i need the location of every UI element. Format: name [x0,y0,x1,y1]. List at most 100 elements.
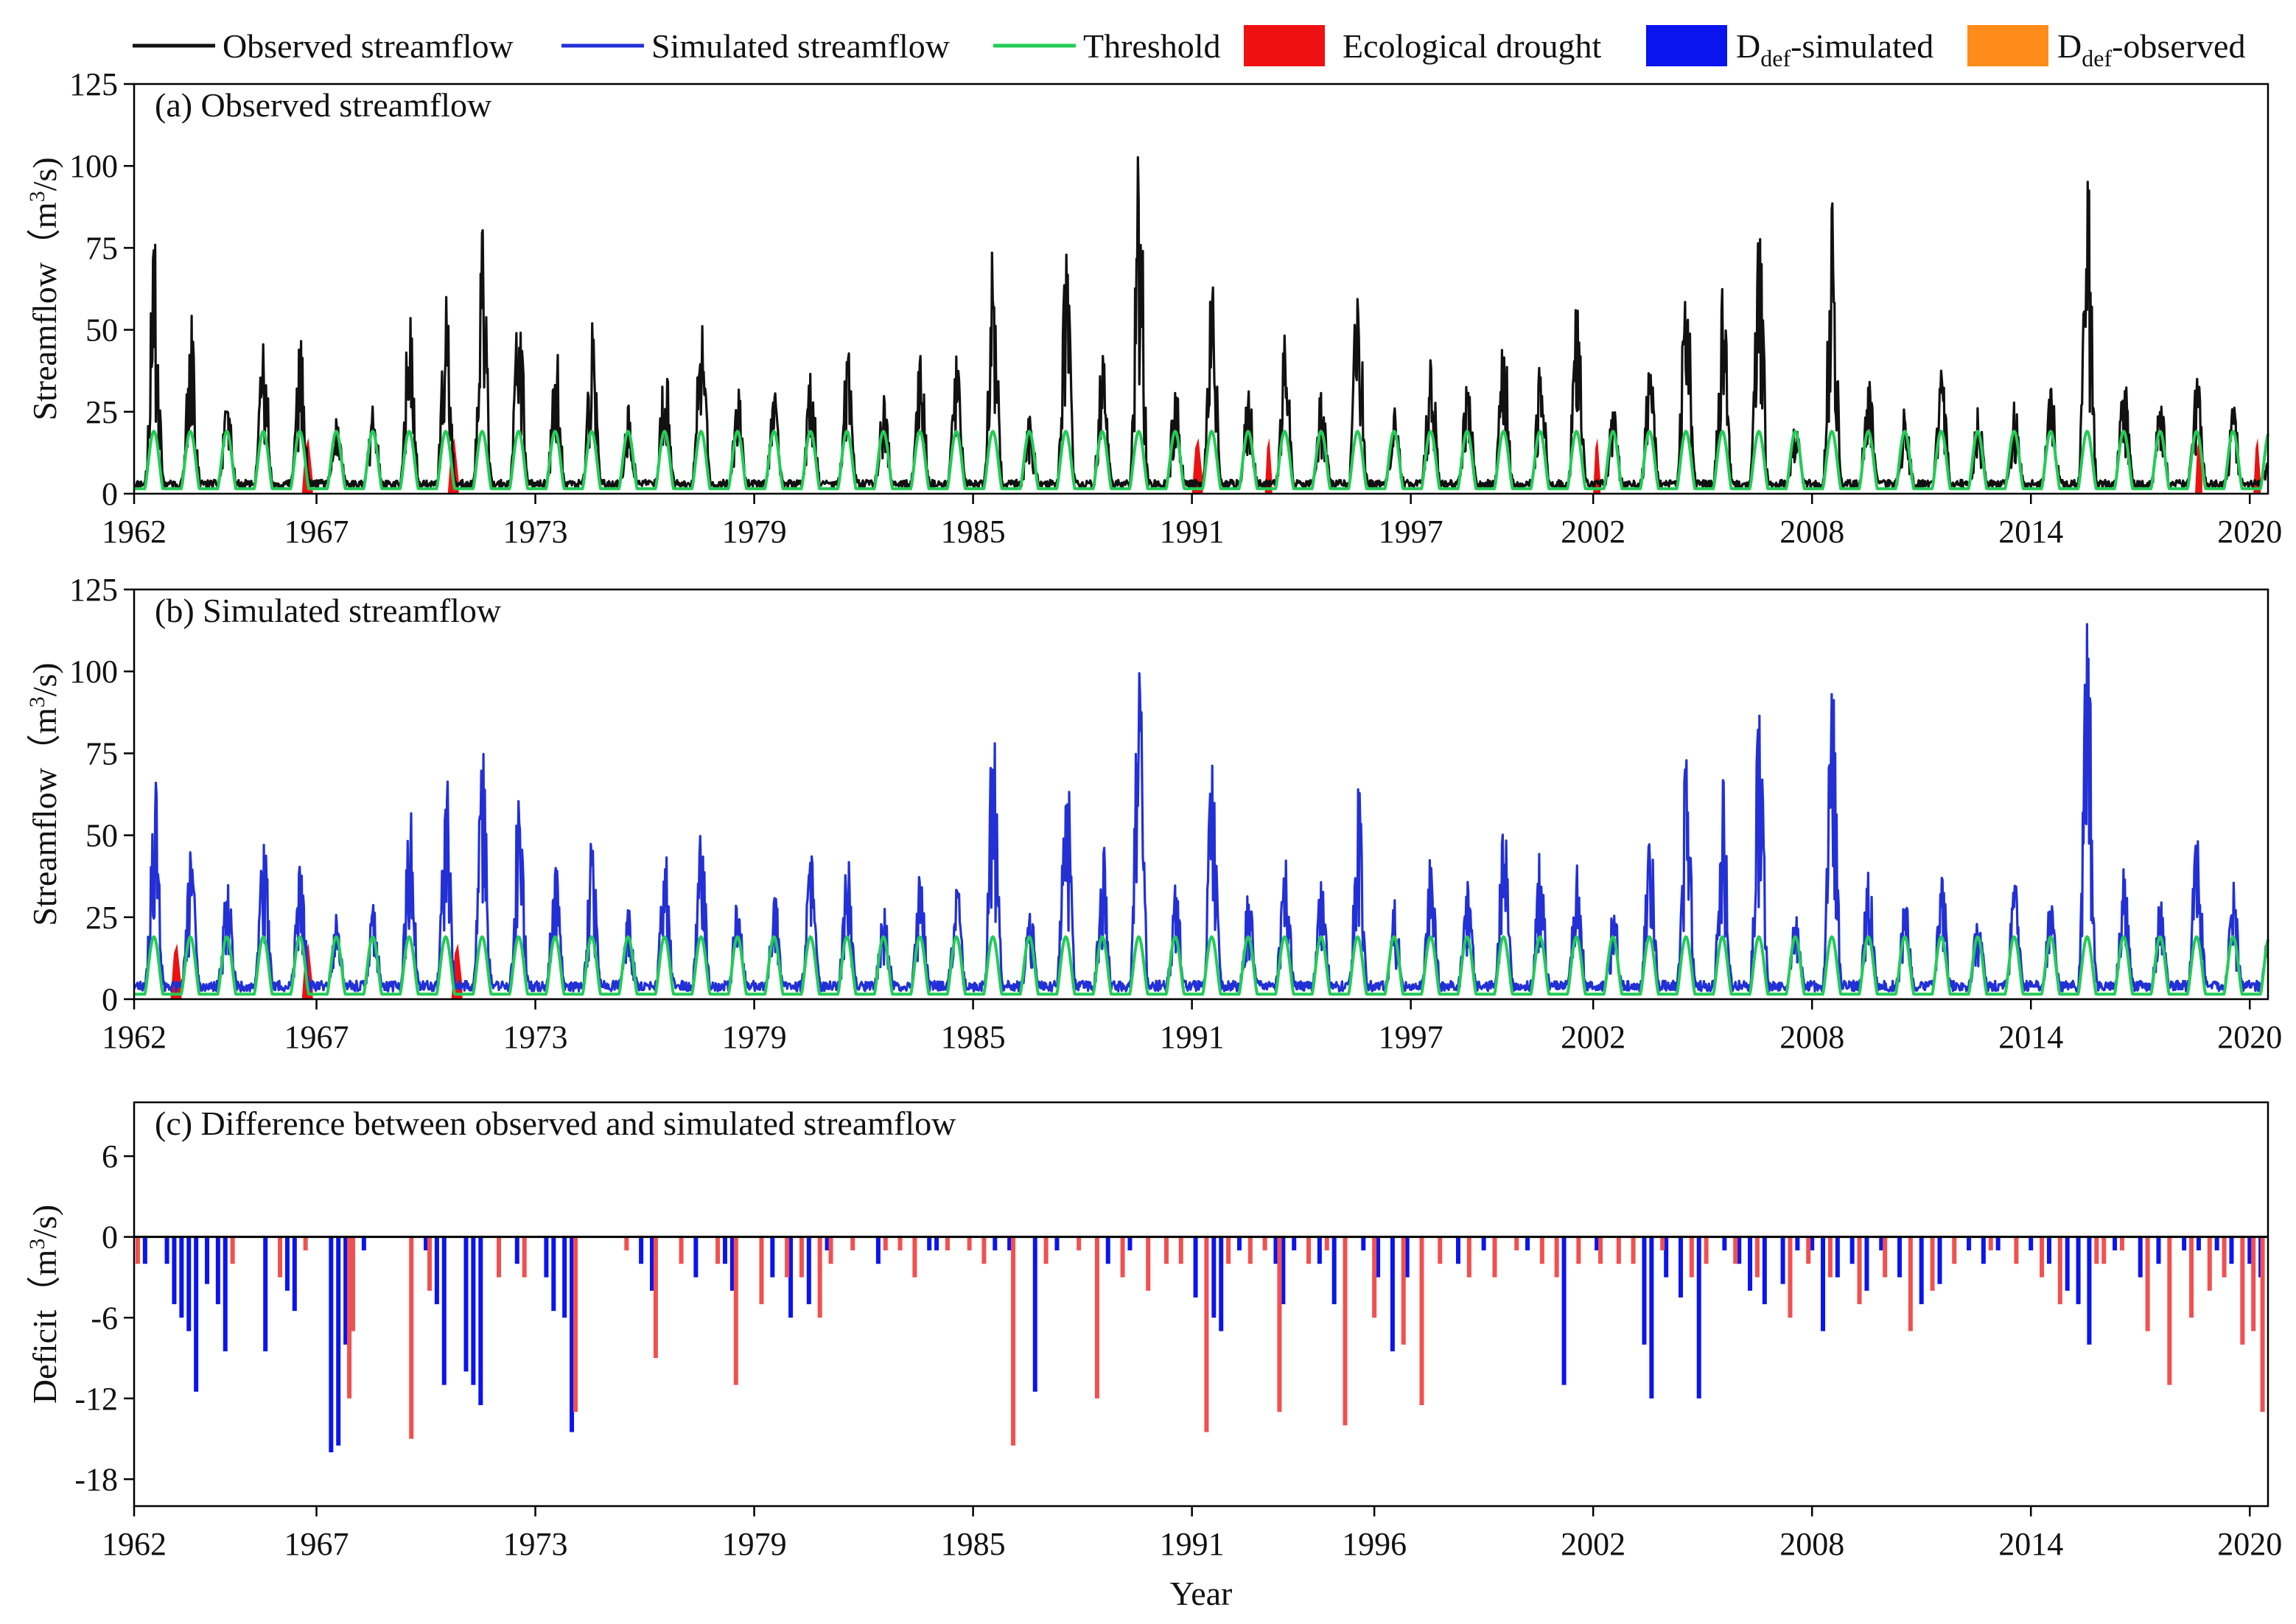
panel-c-bar-simulated [2156,1236,2161,1264]
panel-c-bar-simulated [1281,1236,1286,1304]
panel-c-bar-observed [573,1236,578,1413]
panel-c-bar-simulated [875,1236,881,1264]
panel-c-bar-simulated [806,1236,811,1304]
panel-c-bar-observed [1908,1236,1913,1331]
panel-c-bar-observed [1163,1236,1169,1264]
panel-c-bar-observed [2251,1236,2256,1331]
panel-a-threshold-line [134,429,2269,491]
panel-c-bar-simulated [1879,1236,1884,1250]
panel-c-bar-simulated [544,1236,549,1278]
panel-b-xtick-label: 2002 [1561,1019,1625,1055]
panel-c-bar-simulated [1193,1236,1198,1298]
panel-c-bar-simulated [825,1236,830,1250]
panel-c-bar-simulated [336,1236,341,1446]
panel-c-bar-simulated [1317,1236,1322,1264]
panel-c-bar-simulated [1748,1236,1753,1291]
panel-c-bar-simulated [263,1236,268,1351]
panel-c-bar-observed [945,1236,950,1250]
panel-c-xtick-label: 2014 [1998,1526,2063,1562]
panel-b-ytick-label: 75 [85,735,118,771]
panel-c-bar-simulated [1456,1236,1461,1264]
panel-c-bar-observed [2014,1236,2019,1264]
panel-b-xtick-label: 1973 [503,1019,568,1055]
panel-c-bar-simulated [1481,1236,1486,1250]
panel-c-bar-observed [1262,1236,1267,1250]
panel-c-bar-observed [2094,1236,2099,1264]
panel-c-bar-simulated [434,1236,439,1304]
panel-c-bar-simulated [478,1236,483,1405]
panel-c-bar-simulated [1762,1236,1767,1304]
panel-c-bar-simulated [570,1236,575,1432]
panel-c-bar-observed [1043,1236,1049,1264]
panel-c-bar-simulated [1376,1236,1381,1278]
panel-c-bar-simulated [927,1236,932,1250]
panel-c-bar-simulated [729,1236,735,1291]
panel-b-axes: 1962 1967 1973 1979 1985 1991 1997 2002 2008 2014… [69,572,2282,1055]
panel-b-xtick-label: 1962 [102,1019,167,1055]
panel-c-bar-simulated [142,1236,147,1264]
panel-a-xtick-label: 1967 [284,514,349,550]
panel-c-bar-observed [1146,1236,1151,1291]
panel-c-title: (c) Difference between observed and simu… [155,1105,956,1142]
panel-c-xtick-label: 2020 [2217,1526,2282,1562]
panel-c-bar-observed [1514,1236,1519,1250]
panel-a-xtick-label: 2008 [1779,514,1844,550]
panel-c-ytick-label: -18 [74,1461,118,1497]
panel-c-bar-observed [1930,1236,1935,1291]
panel-c-bar-simulated [1390,1236,1395,1351]
panel-c-bar-simulated [1795,1236,1800,1250]
panel-a-xtick-label: 1985 [941,514,1006,550]
panel-c-bar-simulated [1897,1236,1903,1278]
panel-c-bar-observed [409,1236,414,1439]
panel-c-bar-observed [1178,1236,1183,1264]
panel-c-bar-observed [1277,1236,1282,1413]
panel-b-title: (b) Simulated streamflow [155,592,502,629]
panel-c-bar-simulated [1981,1236,1986,1264]
panel-c-bar-observed [1372,1236,1377,1318]
panel-c-bar-simulated [1595,1236,1600,1250]
panel-c-bar-simulated [194,1236,199,1392]
panel-c-bar-simulated [361,1236,366,1250]
legend-label-observed: Observed streamflow [223,27,514,65]
panel-c-bar-observed [351,1236,356,1331]
panel-c-bar-observed [1857,1236,1862,1304]
panel-a-ytick-label: 0 [102,476,118,512]
legend-item-ddef-simulated: Ddef-simulated [1646,25,1933,71]
panel-c-bar-observed [715,1236,721,1264]
panel-a-title: (a) Observed streamflow [155,86,492,124]
panel-c-bar-observed [1419,1236,1424,1405]
panel-c-xtick-label: 2002 [1561,1526,1625,1562]
panel-c-bar-observed [733,1236,738,1385]
legend-swatch-eco-drought [1244,25,1325,66]
panel-c-bar-simulated [1849,1236,1855,1264]
panel-c-bar-simulated [639,1236,644,1264]
panel-c-ytick-label: 0 [102,1219,118,1256]
panel-c-bar-simulated [172,1236,177,1304]
panel-c-bar-observed [2260,1236,2265,1413]
panel-a-frame [133,83,2269,495]
panel-c-bar-simulated [722,1236,727,1264]
panel-c-bar-observed [497,1236,502,1278]
panel-c-bar-observed [1598,1236,1603,1264]
panel-c-bar-observed [1827,1236,1833,1278]
panel-c-xtick-label: 1973 [503,1526,568,1562]
panel-c-bar-simulated [2076,1236,2081,1304]
panel-c-bar-observed [522,1236,527,1278]
panel-c-bar-simulated [284,1236,290,1291]
panel-b-xtick-label: 2014 [1998,1019,2063,1055]
panel-a-xtick-label: 1979 [722,514,787,550]
panel-c-bar-observed [1120,1236,1125,1278]
panel-b-threshold-line [134,934,2269,996]
panel-c-difference: 1962 1967 1973 1979 1985 1991 1996 2002 2008 2014… [25,1101,2282,1612]
panel-c-bar-observed [1689,1236,1694,1278]
panel-b-xtick-label: 2008 [1779,1019,1844,1055]
panel-c-bar-simulated [1007,1236,1012,1250]
legend-item-observed: Observed streamflow [133,27,514,65]
panel-c-bar-simulated [551,1236,556,1312]
panel-c-bar-observed [1733,1236,1738,1264]
panel-c-bar-observed [912,1236,917,1278]
panel-c-bar-observed [2040,1236,2045,1278]
panel-a-ytick-label: 50 [85,312,118,349]
panel-a-xtick-label: 1973 [503,514,568,550]
